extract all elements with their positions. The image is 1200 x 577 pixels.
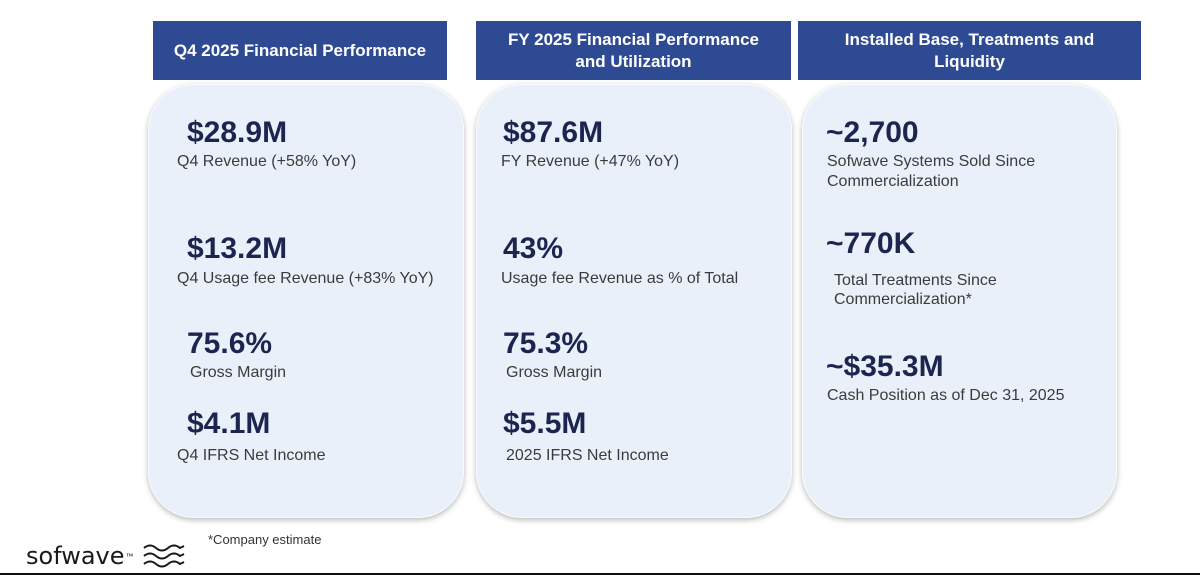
total-treatments-value: ~770K	[826, 227, 916, 260]
total-treatments-label-line2: Commercialization*	[834, 291, 972, 308]
fy-revenue-value: $87.6M	[503, 116, 604, 149]
wave-lines-icon	[142, 544, 184, 568]
fy-net-income-label: 2025 IFRS Net Income	[506, 447, 669, 464]
systems-sold-label-line2: Commercialization	[827, 173, 959, 190]
sofwave-logo: sofwave ™	[26, 538, 186, 574]
systems-sold-label-line1: Sofwave Systems Sold Since	[827, 153, 1036, 170]
header-installed-base: Installed Base, Treatments and Liquidity	[798, 21, 1141, 80]
systems-sold-value: ~2,700	[826, 116, 919, 149]
usage-fee-share-value: 43%	[503, 232, 564, 265]
q4-net-income-value: $4.1M	[187, 407, 271, 440]
q4-usage-fee-value: $13.2M	[187, 232, 288, 265]
q4-gross-margin-value: 75.6%	[187, 327, 273, 360]
logo-wordmark: sofwave	[26, 542, 125, 570]
panel-installed-base	[802, 84, 1117, 518]
fy-gross-margin-value: 75.3%	[503, 327, 589, 360]
panel-fy-financials	[476, 84, 792, 518]
total-treatments-label-line1: Total Treatments Since	[834, 272, 997, 289]
q4-net-income-label: Q4 IFRS Net Income	[177, 447, 326, 464]
footnote: *Company estimate	[208, 532, 322, 547]
header-fy-financial-performance: FY 2025 Financial Performance and Utiliz…	[476, 21, 791, 80]
bottom-rule	[0, 573, 1200, 575]
fy-net-income-value: $5.5M	[503, 407, 587, 440]
header-q4-financial-performance: Q4 2025 Financial Performance	[153, 21, 447, 80]
panel-q4-financials	[148, 84, 464, 518]
cash-position-label: Cash Position as of Dec 31, 2025	[827, 387, 1065, 404]
q4-revenue-label: Q4 Revenue (+58% YoY)	[177, 153, 357, 170]
q4-revenue-value: $28.9M	[187, 116, 288, 149]
fy-gross-margin-label: Gross Margin	[506, 364, 603, 381]
fy-revenue-label: FY Revenue (+47% YoY)	[501, 153, 680, 170]
logo-trademark: ™	[125, 551, 134, 561]
usage-fee-share-label: Usage fee Revenue as % of Total	[501, 270, 739, 287]
q4-usage-fee-label: Q4 Usage fee Revenue (+83% YoY)	[177, 270, 434, 287]
q4-gross-margin-label: Gross Margin	[190, 364, 287, 381]
cash-position-value: ~$35.3M	[826, 350, 944, 383]
